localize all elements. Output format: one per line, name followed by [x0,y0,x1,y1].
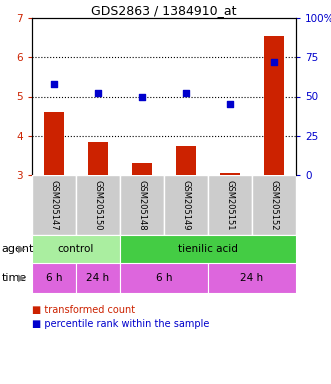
Text: time: time [2,273,27,283]
Bar [252,175,296,235]
Text: control: control [58,244,94,254]
Bar [264,36,284,175]
Bar [88,142,108,175]
Point [183,90,189,96]
Text: 24 h: 24 h [86,273,110,283]
Bar [220,173,240,175]
Bar [120,235,296,263]
Point [95,90,101,96]
Text: GSM205148: GSM205148 [137,180,147,230]
Point [139,93,145,99]
Bar [120,175,164,235]
Text: 24 h: 24 h [240,273,263,283]
Text: agent: agent [2,244,34,254]
Text: GSM205149: GSM205149 [181,180,191,230]
Text: GSM205150: GSM205150 [93,180,103,230]
Bar [176,146,196,175]
Title: GDS2863 / 1384910_at: GDS2863 / 1384910_at [91,4,237,17]
Point [51,81,57,87]
Bar [208,175,252,235]
Bar [32,235,120,263]
Bar [44,112,64,175]
Bar [32,263,76,293]
Bar [76,175,120,235]
Text: GSM205147: GSM205147 [50,180,59,230]
Bar [132,163,152,175]
Text: ▶: ▶ [18,244,26,254]
Bar [76,263,120,293]
Text: ▶: ▶ [18,273,26,283]
Point [271,59,277,65]
Text: ■ percentile rank within the sample: ■ percentile rank within the sample [32,319,210,329]
Text: GSM205151: GSM205151 [225,180,234,230]
Bar [208,263,296,293]
Bar [120,263,208,293]
Text: GSM205152: GSM205152 [269,180,278,230]
Bar [164,175,208,235]
Bar [32,175,76,235]
Text: 6 h: 6 h [46,273,62,283]
Text: tienilic acid: tienilic acid [178,244,238,254]
Text: ■ transformed count: ■ transformed count [32,305,135,315]
Text: 6 h: 6 h [156,273,172,283]
Point [227,101,233,108]
